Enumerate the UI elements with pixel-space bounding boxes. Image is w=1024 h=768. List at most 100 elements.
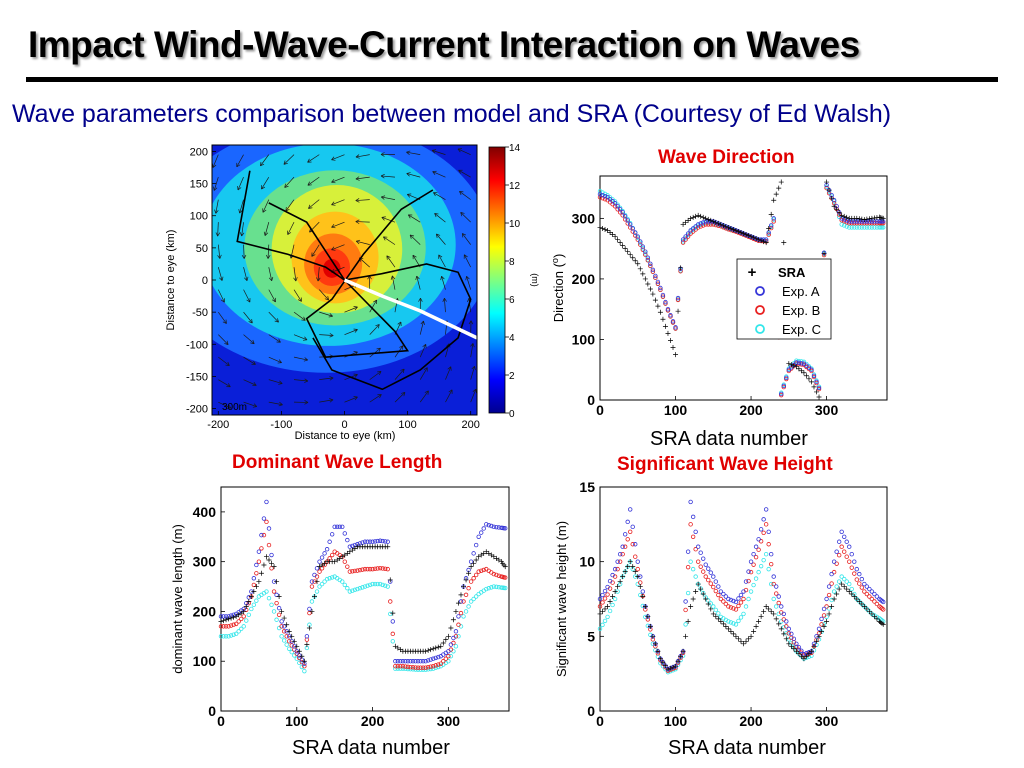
wind-arrow (261, 176, 270, 190)
hgt-point-sra (741, 641, 746, 647)
len-point-exp-b (443, 656, 449, 661)
len-point-sra (238, 610, 244, 616)
dir-point-sra (683, 219, 689, 225)
hgt-point-exp-c (602, 618, 608, 624)
len-point-exp-b (496, 573, 502, 578)
hgt-point-sra (640, 594, 646, 600)
len-point-exp-c (228, 633, 234, 638)
dir-point-sra (670, 345, 676, 351)
len-point-sra (284, 622, 290, 628)
wind-arrow (356, 240, 370, 245)
len-point-sra (392, 643, 398, 649)
dir-point-sra (728, 225, 734, 231)
len-point-exp-c (466, 604, 471, 609)
hgt-point-sra (811, 643, 817, 649)
hgt-point-sra (662, 663, 668, 669)
dir-point-exp-b (683, 237, 688, 242)
dir-point-exp-b (675, 297, 681, 303)
dir-point-sra (758, 238, 764, 244)
hgt-point-exp-b (874, 601, 880, 607)
len-point-exp-a (476, 534, 481, 539)
hgt-point-sra (819, 628, 825, 634)
hgt-point-exp-b (693, 547, 698, 552)
wind-arrow-head (457, 148, 462, 153)
hgt-point-sra (758, 613, 764, 619)
wind-arrow-head (297, 297, 302, 302)
len-ytick-label: 100 (193, 653, 217, 669)
wind-arrow-head (250, 339, 255, 345)
hgt-point-exp-a (796, 645, 802, 650)
len-point-sra (390, 610, 396, 616)
hgt-point-exp-a (874, 594, 880, 599)
hgt-point-exp-c (741, 611, 746, 617)
len-point-sra (425, 647, 431, 653)
wind-arrow (293, 267, 297, 282)
hgt-point-sra (824, 618, 830, 624)
hgt-point-exp-c (731, 621, 736, 626)
wind-arrow-head (226, 383, 231, 388)
len-point-exp-a (481, 526, 486, 531)
len-point-exp-b (307, 610, 312, 616)
hgt-ytick-label: 0 (587, 703, 595, 719)
len-point-exp-a (312, 572, 317, 578)
wind-arrow-head (266, 254, 271, 259)
dir-point-sra (861, 217, 867, 223)
wind-arrow-head (412, 254, 417, 260)
wind-arrow-head (401, 392, 406, 397)
dir-point-sra (665, 330, 671, 336)
hgt-point-exp-c (713, 607, 719, 613)
len-point-sra (461, 584, 467, 590)
dir-point-sra (768, 211, 774, 217)
hgt-point-sra (735, 636, 741, 642)
len-point-exp-a (309, 579, 315, 584)
hgt-point-sra (733, 633, 739, 639)
wind-arrow-head (251, 360, 256, 365)
legend-marker-sra: + (748, 264, 757, 281)
len-ylabel: dominant wave length (m) (170, 524, 185, 674)
dir-point-sra (725, 224, 731, 230)
hgt-point-sra (753, 623, 759, 629)
dir-point-sra (625, 249, 631, 255)
hgt-point-sra (844, 586, 850, 592)
dir-point-sra (718, 221, 724, 227)
hgt-point-exp-c (844, 579, 849, 584)
dir-point-sra (743, 232, 749, 238)
hgt-point-exp-a (597, 596, 603, 602)
hgt-point-exp-b (703, 574, 708, 579)
len-point-exp-b (377, 565, 383, 571)
len-point-exp-b (218, 624, 224, 629)
dir-point-sra (753, 236, 759, 242)
wind-arrow-head (252, 403, 258, 408)
len-point-sra (221, 618, 227, 624)
len-point-exp-b (494, 572, 499, 578)
colorbar-tick-label: 6 (509, 295, 515, 306)
hgt-point-exp-b (633, 554, 638, 559)
dir-point-exp-a (768, 223, 774, 228)
dir-point-sra (627, 252, 633, 258)
dir-point-exp-a (670, 319, 676, 324)
hgt-point-sra (814, 638, 820, 644)
wind-arrow (215, 199, 219, 214)
hgt-point-exp-a (690, 514, 696, 520)
wind-arrow-head (222, 319, 227, 324)
len-point-exp-c (486, 586, 491, 591)
hgt-point-exp-a (753, 544, 759, 549)
len-point-exp-a (261, 516, 267, 521)
len-point-exp-b (274, 600, 279, 606)
wind-arrow-head (448, 389, 453, 394)
len-point-exp-c (365, 583, 370, 588)
dir-point-sra (856, 216, 862, 222)
hgt-point-exp-b (746, 578, 751, 584)
len-point-exp-c (279, 634, 284, 639)
dir-point-sra (662, 323, 668, 329)
wind-arrow-head (355, 176, 360, 181)
hgt-point-exp-c (716, 611, 721, 616)
wind-arrow-head (308, 204, 313, 209)
len-point-sra (286, 628, 292, 634)
hgt-point-exp-a (706, 566, 711, 571)
hgt-point-exp-c (784, 631, 789, 636)
len-point-exp-b (241, 614, 246, 619)
wind-arrow (243, 379, 257, 386)
hgt-point-exp-b (690, 534, 696, 539)
colorbar (488, 146, 506, 414)
